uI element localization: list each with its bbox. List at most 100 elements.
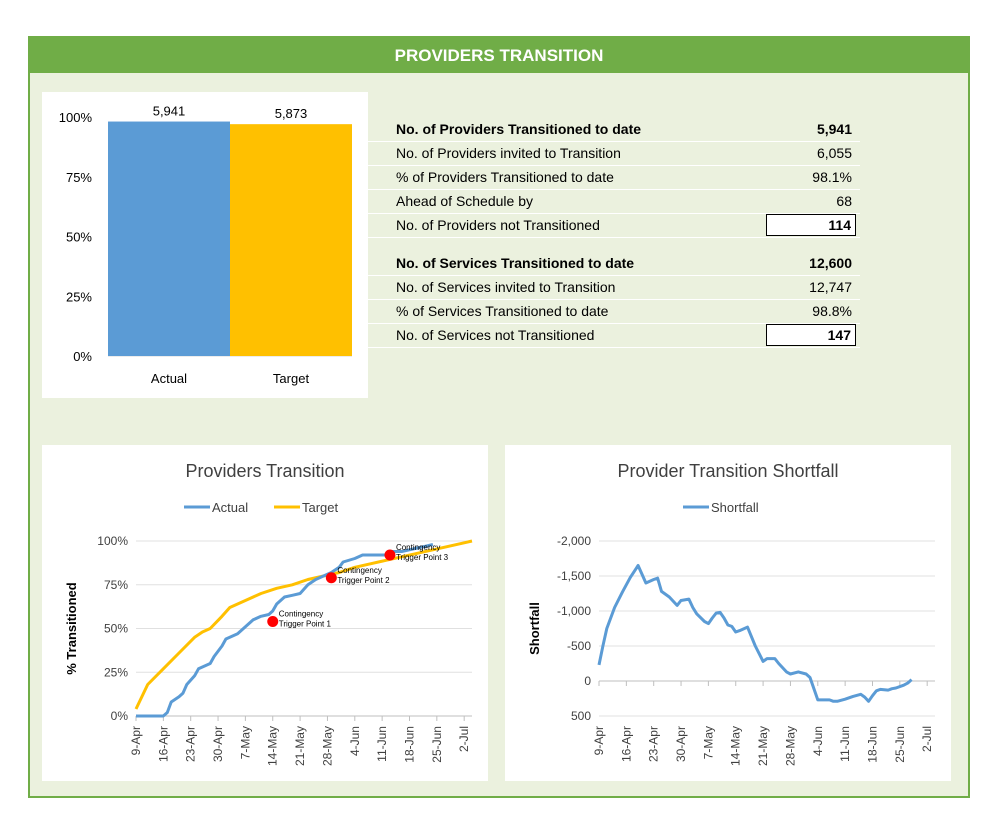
series-actual-line xyxy=(136,543,434,718)
x-tick-label: 30-Apr xyxy=(674,726,688,762)
shortfall-chart: Provider Transition Shortfall Shortfall 50… xyxy=(527,461,935,766)
x-tick-label: Target xyxy=(273,371,310,386)
stat-label: No. of Services not Transitioned xyxy=(396,327,595,343)
trigger-point-label: Contingency Trigger Point 1 xyxy=(279,610,332,629)
x-tick-label: 23-Apr xyxy=(647,726,661,762)
services-stats: No. of Services Transitioned to date 12,6… xyxy=(366,252,860,348)
stat-label: No. of Services invited to Transition xyxy=(396,279,616,295)
stat-value: 98.1% xyxy=(812,169,852,185)
trigger-point-label-line: Trigger Point 2 xyxy=(337,576,390,585)
banner-title: PROVIDERS TRANSITION xyxy=(30,38,968,73)
y-tick-label: 0 xyxy=(584,674,591,688)
bar-chart: 0% 25% 50% 75% 100% 5,941 Actual 5,873 Target xyxy=(59,104,352,386)
summary-stats: No. of Providers Transitioned to date 5,9… xyxy=(366,82,860,348)
trigger-point-label-line: Contingency xyxy=(279,610,323,619)
x-tick-label: 18-Jun xyxy=(402,726,416,763)
series-target-line xyxy=(134,539,473,710)
trigger-point-marker xyxy=(384,549,396,561)
stat-label: No. of Providers Transitioned to date xyxy=(396,121,642,137)
y-tick-label: 75% xyxy=(66,170,92,185)
stat-label: No. of Providers not Transitioned xyxy=(396,217,600,233)
stat-label: % of Providers Transitioned to date xyxy=(396,169,614,185)
stat-value: 12,600 xyxy=(809,255,852,271)
legend-label: Shortfall xyxy=(711,500,759,515)
stat-value: 147 xyxy=(766,324,856,346)
stat-row: No. of Services invited to Transition 12,… xyxy=(366,276,860,300)
y-tick-label: 100% xyxy=(97,534,128,548)
stat-row: % of Services Transitioned to date 98.8% xyxy=(366,300,860,324)
y-tick-label: 25% xyxy=(104,665,128,679)
y-tick-label: 50% xyxy=(66,230,92,245)
chart-title: Providers Transition xyxy=(185,461,344,481)
stat-label: % of Services Transitioned to date xyxy=(396,303,609,319)
stat-row: Ahead of Schedule by 68 xyxy=(366,190,860,214)
x-tick-label: 16-Apr xyxy=(156,726,170,762)
bar-data-label: 5,873 xyxy=(275,106,308,121)
stat-label: No. of Providers invited to Transition xyxy=(396,145,621,161)
bar-target xyxy=(230,124,352,356)
y-tick-label: -1,000 xyxy=(557,604,591,618)
y-tick-label: 75% xyxy=(104,578,128,592)
bar-chart-panel: 0% 25% 50% 75% 100% 5,941 Actual 5,873 Target xyxy=(42,92,368,398)
legend-label: Target xyxy=(302,500,339,515)
stat-value: 12,747 xyxy=(809,279,852,295)
stat-value: 6,055 xyxy=(816,145,852,161)
y-tick-label: 25% xyxy=(66,289,92,304)
y-tick-label: 50% xyxy=(104,622,128,636)
x-tick-label: 11-Jun xyxy=(838,726,852,762)
x-tick-label: 14-May xyxy=(266,726,280,766)
x-tick-label: 23-Apr xyxy=(184,726,198,762)
trigger-point-label-line: Trigger Point 3 xyxy=(396,553,449,562)
trigger-point-marker xyxy=(267,616,279,627)
y-axis-title: Shortfall xyxy=(527,602,542,655)
y-tick-label: 500 xyxy=(571,709,591,723)
legend-label: Actual xyxy=(212,500,248,515)
stat-value: 5,941 xyxy=(816,121,852,137)
trigger-point-label-line: Trigger Point 1 xyxy=(279,620,332,629)
x-tick-label: 9-Apr xyxy=(129,726,143,755)
x-tick-label: 2-Jul xyxy=(920,726,934,752)
x-tick-label: 9-Apr xyxy=(592,726,606,755)
y-tick-label: -1,500 xyxy=(557,569,591,583)
stat-row: No. of Providers invited to Transition 6,… xyxy=(366,142,860,166)
x-tick-label: 21-May xyxy=(293,726,307,766)
y-axis-title: % Transitioned xyxy=(64,582,79,675)
x-tick-label: 30-Apr xyxy=(211,726,225,762)
legend: Actual Target xyxy=(184,500,339,515)
x-tick-label: 28-May xyxy=(783,726,797,766)
series-shortfall-line xyxy=(597,564,913,703)
stat-row: No. of Providers Transitioned to date 5,9… xyxy=(366,118,860,142)
bar-data-label: 5,941 xyxy=(153,104,186,119)
stat-label: No. of Services Transitioned to date xyxy=(396,255,635,271)
x-tick-label: 2-Jul xyxy=(457,726,471,752)
y-tick-label: 0% xyxy=(73,349,92,364)
x-tick-label: 16-Apr xyxy=(619,726,633,762)
providers-transition-chart: Providers Transition Actual Target 0% 25% 50%… xyxy=(64,461,473,766)
stat-value: 114 xyxy=(766,214,856,236)
stat-label: Ahead of Schedule by xyxy=(396,193,533,209)
stat-value: 98.8% xyxy=(812,303,852,319)
trigger-point-label: Contingency Trigger Point 2 xyxy=(337,566,390,585)
x-tick-label: 7-May xyxy=(238,726,252,759)
stat-value: 68 xyxy=(836,193,852,209)
x-tick-label: Actual xyxy=(151,371,187,386)
x-tick-label: 28-May xyxy=(320,726,334,766)
chart-title: Provider Transition Shortfall xyxy=(617,461,838,481)
x-tick-label: 4-Jun xyxy=(348,726,362,756)
y-tick-label: -500 xyxy=(567,639,591,653)
x-tick-label: 25-Jun xyxy=(893,726,907,763)
x-tick-label: 21-May xyxy=(756,726,770,766)
trigger-point-marker xyxy=(325,572,337,584)
x-tick-label: 18-Jun xyxy=(865,726,879,763)
x-tick-label: 14-May xyxy=(729,726,743,766)
trigger-point-label-line: Contingency xyxy=(396,543,440,552)
y-tick-label: -2,000 xyxy=(557,534,591,548)
stat-row: No. of Providers not Transitioned 114 xyxy=(366,214,860,238)
providers-stats: No. of Providers Transitioned to date 5,9… xyxy=(366,118,860,238)
stat-row: No. of Services not Transitioned 147 xyxy=(366,324,860,348)
stat-row: % of Providers Transitioned to date 98.1% xyxy=(366,166,860,190)
x-tick-label: 4-Jun xyxy=(811,726,825,756)
x-tick-label: 25-Jun xyxy=(430,726,444,763)
stat-row: No. of Services Transitioned to date 12,6… xyxy=(366,252,860,276)
x-tick-label: 7-May xyxy=(701,726,715,759)
